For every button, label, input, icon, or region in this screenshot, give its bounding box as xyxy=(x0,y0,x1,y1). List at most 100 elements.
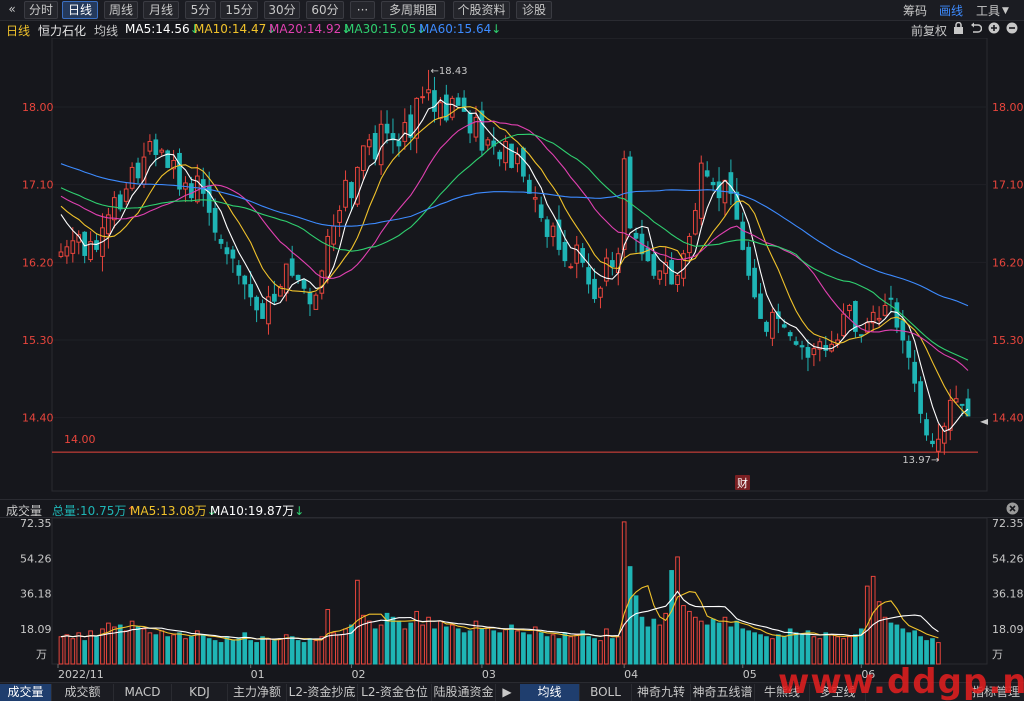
candle-body xyxy=(550,225,556,238)
volume-bar xyxy=(633,595,639,665)
candle-body xyxy=(449,97,455,118)
current-price-marker-icon xyxy=(980,418,988,425)
candle-body xyxy=(396,140,402,147)
volume-bar xyxy=(129,620,135,665)
candle-body xyxy=(941,425,947,444)
period-toolbar: « 分时 日线 周线 月线 5分 15分 30分 60分 ··· 多周期图 个股资料 诊股 筹码 画线… xyxy=(0,0,1024,21)
volume-bar xyxy=(805,630,811,665)
chip-distribution-button[interactable]: 筹码 xyxy=(903,4,928,18)
volume-bar xyxy=(183,638,188,665)
candle-body xyxy=(165,150,171,168)
draw-line-button[interactable]: 画线 xyxy=(939,4,964,18)
zoom-out-icon[interactable] xyxy=(1006,22,1018,37)
period-tab-7[interactable]: 60分 xyxy=(306,1,344,19)
candle-body xyxy=(360,145,366,171)
indicator-tab-1[interactable]: 成交额 xyxy=(52,684,114,701)
candle-body xyxy=(710,181,716,186)
close-circle-icon[interactable] xyxy=(1006,502,1019,518)
volume-bar xyxy=(621,521,627,665)
triangle-right-icon[interactable]: ▶ xyxy=(502,685,512,699)
candle-body xyxy=(781,324,787,328)
volume-tick-left: 18.09 xyxy=(20,623,52,636)
ma60-value: MA60:15.64↓ xyxy=(419,22,501,36)
indicator-tab-6[interactable]: L2-资金仓位 xyxy=(358,684,432,701)
candle-body xyxy=(64,246,70,257)
volume-bar xyxy=(615,636,621,665)
indicator-tab-4[interactable]: 主力净额 xyxy=(228,684,287,701)
price-tick-right: 18.00 xyxy=(992,101,1024,114)
volume-ma10: MA10:19.87万↓ xyxy=(210,502,304,519)
period-tab-9[interactable]: 多周期图 xyxy=(381,1,445,19)
volume-bar xyxy=(248,640,254,665)
fuquan-select[interactable]: 前复权 xyxy=(911,24,948,38)
candle-body xyxy=(740,221,746,250)
volume-bar xyxy=(580,630,586,665)
ma-settings-label[interactable]: 均线 xyxy=(94,24,119,38)
volume-bar xyxy=(521,632,526,665)
volume-bar xyxy=(752,632,757,665)
candle-body xyxy=(882,304,888,316)
volume-bar xyxy=(189,636,194,665)
period-label: 日线 xyxy=(6,24,31,38)
double-chevron-left-icon[interactable]: « xyxy=(8,2,16,16)
candle-body xyxy=(930,440,935,445)
candle-body xyxy=(390,133,396,141)
ma20-line xyxy=(60,120,969,371)
candlestick-chart[interactable]: 18.00 18.00 17.10 17.10 16.20 16.20 15.30 15.30… xyxy=(0,38,1024,499)
candle-body xyxy=(135,162,141,179)
candle-body xyxy=(894,302,900,328)
volume-bar xyxy=(467,630,473,665)
period-tab-4[interactable]: 5分 xyxy=(185,1,216,19)
volume-bar xyxy=(853,634,858,665)
tools-dropdown-icon[interactable]: ▼ xyxy=(1002,6,1009,16)
indicator-tab-3[interactable]: KDJ xyxy=(172,684,228,701)
period-tab-0[interactable]: 分时 xyxy=(24,1,58,19)
overlay-tab-4[interactable]: 牛熊线 xyxy=(755,684,810,701)
financial-report-badge[interactable] xyxy=(735,475,750,490)
volume-bar xyxy=(70,638,76,665)
volume-bar xyxy=(420,624,425,665)
overlay-tab-3[interactable]: 神奇五线谱 xyxy=(691,684,755,701)
volume-bar xyxy=(218,642,224,665)
volume-chart[interactable]: 72.35 72.35 54.26 54.26 36.18 36.18 18.09 18.09… xyxy=(0,518,1024,682)
volume-bar xyxy=(372,628,378,665)
volume-bar xyxy=(509,624,514,665)
ma10-value: MA10:14.47↓ xyxy=(194,22,276,36)
period-tab-3[interactable]: 月线 xyxy=(143,1,179,19)
zoom-in-icon[interactable] xyxy=(988,22,1000,37)
ma-text: MA5:14.56 xyxy=(125,22,190,36)
period-tab-6[interactable]: 30分 xyxy=(264,1,300,19)
ma-arrow: ↓ xyxy=(189,22,200,36)
candle-body xyxy=(106,214,111,235)
overlay-tab-0[interactable]: 均线 xyxy=(520,684,580,701)
indicator-tab-0[interactable]: 成交量 xyxy=(0,684,52,701)
volume-bar xyxy=(627,566,633,665)
period-tab-5[interactable]: 15分 xyxy=(220,1,258,19)
volume-bar xyxy=(799,634,805,665)
period-tab-2[interactable]: 周线 xyxy=(104,1,138,19)
volume-bar xyxy=(58,636,64,665)
volume-bar xyxy=(123,630,129,665)
undo-icon[interactable] xyxy=(970,22,983,37)
period-tab-10[interactable]: 个股资料 xyxy=(453,1,510,19)
period-tab-8[interactable]: ··· xyxy=(350,1,375,19)
period-tab-1[interactable]: 日线 xyxy=(62,1,98,19)
candle-body xyxy=(621,158,627,250)
candle-body xyxy=(171,160,176,170)
candle-body xyxy=(337,210,342,223)
indicator-tab-7[interactable]: 陆股通资金 xyxy=(432,684,496,701)
volume-tick-right: 36.18 xyxy=(992,588,1024,601)
indicator-tab-5[interactable]: L2-资金抄底 xyxy=(287,684,358,701)
overlay-tab-5[interactable]: 多空线 xyxy=(810,684,866,701)
candle-body xyxy=(651,254,657,276)
volume-bar xyxy=(503,628,508,665)
overlay-tab-2[interactable]: 神奇九转 xyxy=(632,684,691,701)
indicator-tab-2[interactable]: MACD xyxy=(114,684,172,701)
tools-menu-button[interactable]: 工具 xyxy=(976,4,1001,18)
volume-unit-left: 万 xyxy=(36,648,47,661)
overlay-tab-1[interactable]: BOLL xyxy=(580,684,632,701)
period-tab-11[interactable]: 诊股 xyxy=(516,1,552,19)
stock-name: 恒力石化 xyxy=(38,24,87,38)
overlay-tab-6[interactable]: 指标管理 xyxy=(971,685,1020,699)
lock-icon[interactable] xyxy=(953,21,964,37)
